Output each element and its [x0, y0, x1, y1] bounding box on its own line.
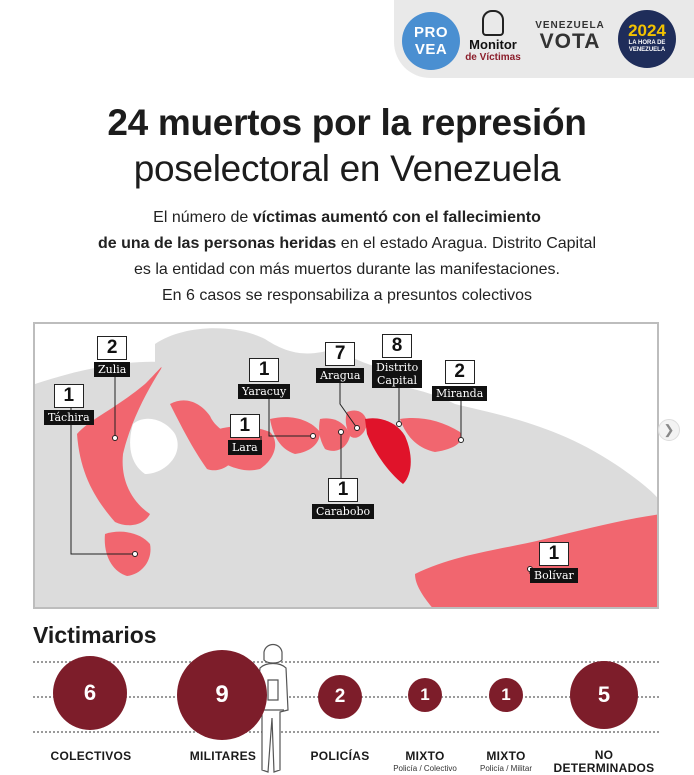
provea-logo[interactable]: PRO VEA — [402, 12, 460, 70]
circle-no-determinados: 5 — [570, 661, 638, 729]
cat-label: MIXTO — [405, 749, 445, 763]
victimarios-title: Victimarios — [33, 622, 157, 648]
subtitle-bold: de una de las personas heridas — [97, 235, 337, 252]
map-label-lara: 1 Lara — [228, 414, 262, 456]
leader-yaracuy — [268, 396, 313, 437]
page-title: 24 muertos por la represión — [107, 102, 587, 143]
label-state: Táchira — [44, 410, 94, 425]
monitor-subtitle: de Víctimas — [465, 52, 521, 63]
cat-mixto-colectivo: MIXTO Policía / Colectivo — [380, 749, 470, 773]
map-label-tachira: 1 Táchira — [44, 384, 94, 426]
state-aragua — [345, 410, 367, 438]
hora-text: LA HORA DE VENEZUELA — [628, 40, 666, 53]
label-count: 8 — [382, 334, 412, 358]
cat-sublabel: Policía / Militar — [479, 764, 532, 773]
map-label-yaracuy: 1 Yaracuy — [238, 358, 291, 400]
provea-text: PRO VEA — [413, 24, 448, 58]
label-state: Bolívar — [530, 568, 578, 583]
state-carabobo — [319, 418, 350, 451]
dot-distrito — [396, 421, 402, 427]
leader-aragua — [339, 376, 358, 429]
chevron-right-icon[interactable]: ❯ — [658, 419, 680, 441]
cat-label: POLICÍAS — [310, 749, 370, 763]
leader-tachira — [70, 406, 135, 555]
state-zulia — [77, 367, 162, 526]
map-label-aragua: 7 Aragua — [316, 342, 365, 384]
label-state: Distrito Capital — [372, 360, 422, 388]
label-count: 1 — [229, 414, 260, 438]
dotted-line — [33, 731, 659, 733]
label-state: Zulia — [94, 362, 131, 377]
page-title-line2: poselectoral en Venezuela — [133, 148, 561, 189]
label-state: Aragua — [316, 368, 365, 383]
dot-miranda — [458, 437, 464, 443]
label-count: 2 — [97, 336, 128, 360]
lake-maracaibo — [130, 418, 178, 474]
venezuela-vota-logo[interactable]: VENEZUELA VOTA — [530, 20, 610, 53]
state-miranda — [400, 418, 462, 452]
circle-policias: 2 — [318, 675, 362, 719]
header: PRO VEA Monitor de Víctimas VENEZUELA VO… — [0, 0, 694, 78]
cat-militares: MILITARES — [182, 749, 264, 763]
map-label-zulia: 2 Zulia — [94, 336, 131, 378]
cat-label: MILITARES — [189, 749, 257, 763]
cat-label: COLECTIVOS — [50, 749, 132, 763]
map-label-bolivar: 1 Bolívar — [530, 542, 578, 584]
dotted-line — [33, 661, 659, 663]
label-count: 2 — [444, 360, 475, 384]
cat-label: NO — [594, 748, 614, 762]
circle-militares: 9 — [177, 650, 267, 740]
circle-mixto-colectivo: 1 — [408, 678, 442, 712]
subtitle-text: El número de — [153, 209, 253, 226]
subtitle-text: Distrito Capital — [491, 235, 596, 252]
subtitle-text: en el estado Aragua. — [336, 235, 492, 252]
cat-label-2: DETERMINADOS — [553, 761, 655, 775]
hora-year: 2024 — [628, 21, 666, 40]
page-subtitle: El número de víctimas aumentó con el fal… — [40, 205, 654, 309]
circle-mixto-militar: 1 — [489, 678, 523, 712]
monitor-figure-icon — [482, 10, 504, 36]
map-label-miranda: 2 Miranda — [432, 360, 488, 402]
label-count: 1 — [53, 384, 84, 408]
map-label-carabobo: 1 Carabobo — [312, 478, 375, 520]
subtitle-text: En 6 casos se responsabiliza a presuntos… — [162, 287, 532, 304]
circle-colectivos: 6 — [53, 656, 127, 730]
vota-text: VOTA — [539, 30, 601, 53]
venezuela-text: VENEZUELA — [535, 20, 605, 31]
state-distrito-capital — [365, 418, 411, 484]
dot-yaracuy — [310, 433, 316, 439]
label-count: 1 — [328, 478, 359, 502]
cat-no-determinados: NO DETERMINADOS — [550, 749, 658, 775]
la-hora-logo[interactable]: 2024 LA HORA DE VENEZUELA — [618, 10, 676, 68]
label-state: Carabobo — [312, 504, 375, 519]
dot-carabobo — [338, 429, 344, 435]
dot-aragua — [354, 425, 360, 431]
label-count: 1 — [538, 542, 569, 566]
label-state: Miranda — [432, 386, 488, 401]
dot-tachira — [132, 551, 138, 557]
cat-colectivos: COLECTIVOS — [45, 749, 137, 763]
subtitle-text: es la entidad con más muertos durante la… — [133, 261, 560, 278]
monitor-title: Monitor — [469, 37, 517, 52]
subtitle-bold: víctimas aumentó con el fallecimiento — [252, 209, 541, 226]
cat-mixto-militar: MIXTO Policía / Militar — [461, 749, 551, 773]
label-count: 1 — [249, 358, 280, 382]
map-label-distrito-capital: 8 Distrito Capital — [372, 334, 422, 389]
map-coast — [155, 328, 405, 404]
label-state: Lara — [228, 440, 262, 455]
state-bolivar — [415, 514, 657, 607]
label-count: 7 — [325, 342, 356, 366]
dot-zulia — [112, 435, 118, 441]
cat-label: MIXTO — [486, 749, 526, 763]
cat-policias: POLICÍAS — [300, 749, 380, 763]
cat-sublabel: Policía / Colectivo — [393, 764, 457, 773]
label-state: Yaracuy — [238, 384, 291, 399]
monitor-victimas-logo[interactable]: Monitor de Víctimas — [462, 8, 524, 70]
